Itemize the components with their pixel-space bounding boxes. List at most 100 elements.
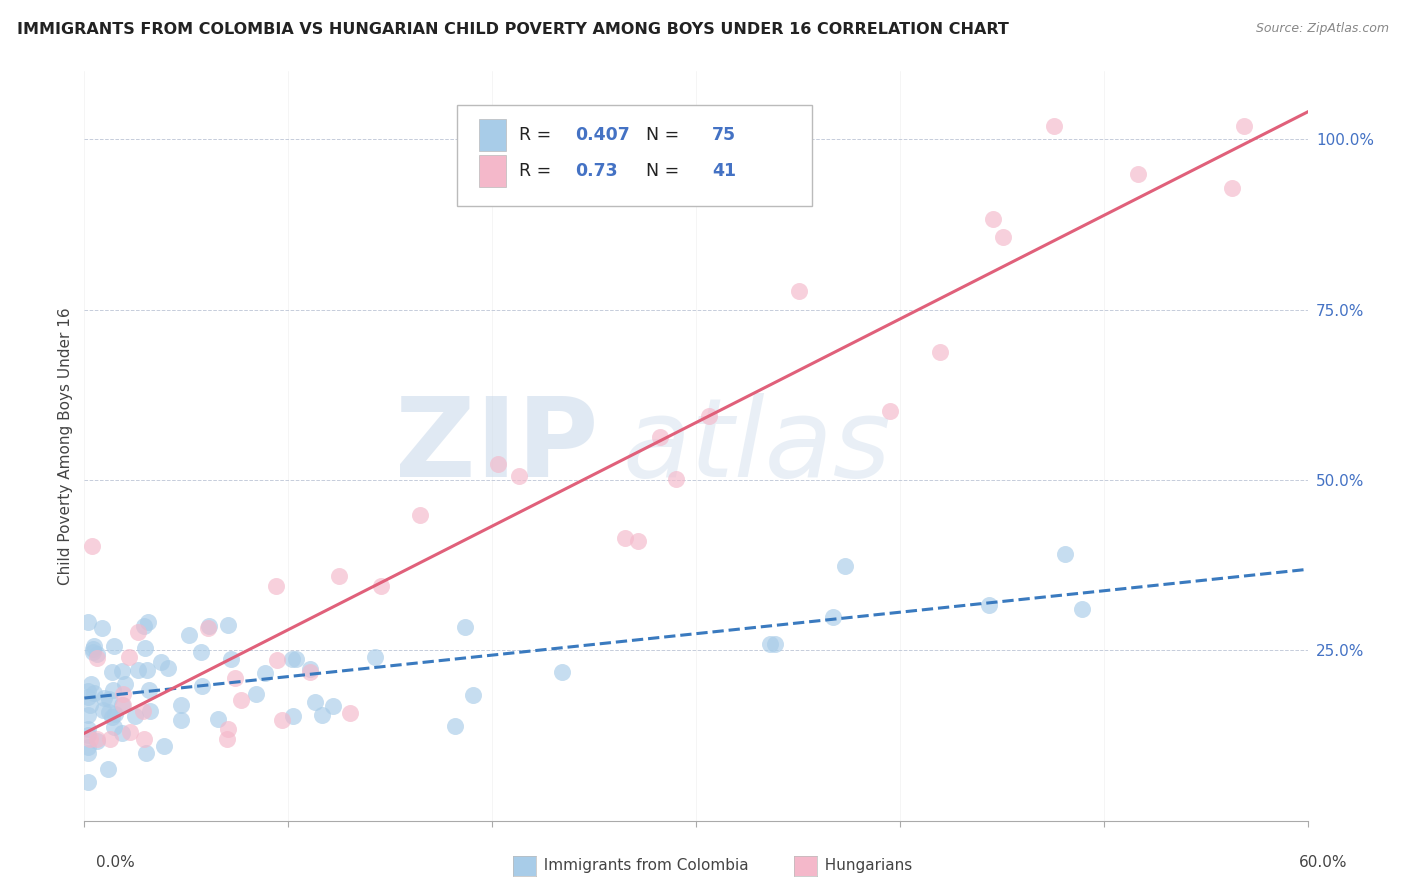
Point: [111, 725, 134, 739]
Point: [311, 707, 333, 722]
Point: [198, 619, 221, 633]
Y-axis label: Child Poverty Among Boys Under 16: Child Poverty Among Boys Under 16: [58, 307, 73, 585]
Point: [339, 706, 361, 720]
Text: Immigrants from Colombia: Immigrants from Colombia: [534, 858, 749, 872]
Point: [823, 610, 845, 624]
Text: R =: R =: [519, 162, 557, 180]
Point: [77, 747, 100, 761]
Point: [80, 677, 103, 691]
Point: [97, 692, 120, 706]
Point: [101, 683, 124, 698]
Text: 0.407: 0.407: [575, 126, 630, 144]
Point: [138, 615, 160, 629]
Text: ZIP: ZIP: [395, 392, 598, 500]
Point: [370, 579, 392, 593]
Point: [284, 652, 307, 666]
Point: [77, 775, 100, 789]
Point: [444, 719, 467, 733]
Point: [763, 637, 786, 651]
Point: [86, 651, 108, 665]
Point: [1071, 601, 1094, 615]
Point: [111, 664, 134, 678]
Point: [217, 731, 239, 746]
Point: [1222, 181, 1244, 195]
Point: [229, 693, 252, 707]
Point: [153, 739, 176, 753]
Point: [298, 665, 321, 680]
Point: [103, 639, 125, 653]
Point: [86, 733, 108, 747]
Point: [98, 705, 121, 719]
Point: [197, 621, 219, 635]
Point: [1054, 547, 1077, 561]
Point: [77, 684, 100, 698]
Point: [127, 624, 149, 639]
Point: [77, 728, 100, 742]
Point: [111, 698, 134, 712]
Point: [486, 457, 509, 471]
Point: [328, 568, 350, 582]
Point: [120, 725, 142, 739]
Point: [111, 698, 134, 713]
Point: [131, 704, 153, 718]
Text: 41: 41: [711, 162, 735, 180]
Point: [77, 722, 100, 736]
Point: [77, 690, 100, 704]
Text: 60.0%: 60.0%: [1299, 855, 1347, 870]
Point: [83, 639, 105, 653]
Point: [132, 618, 155, 632]
Text: Hungarians: Hungarians: [815, 858, 912, 872]
Point: [190, 645, 212, 659]
Point: [135, 663, 157, 677]
Point: [304, 695, 326, 709]
Text: N =: N =: [636, 162, 685, 180]
Point: [79, 731, 101, 746]
Text: atlas: atlas: [623, 392, 891, 500]
Point: [79, 698, 101, 712]
Text: Source: ZipAtlas.com: Source: ZipAtlas.com: [1256, 22, 1389, 36]
Point: [82, 641, 104, 656]
Point: [77, 739, 100, 754]
Bar: [479, 155, 506, 186]
Point: [132, 731, 155, 746]
Point: [103, 720, 125, 734]
Point: [977, 598, 1000, 612]
Point: [100, 665, 122, 679]
Point: [82, 645, 104, 659]
Point: [219, 651, 242, 665]
Point: [134, 640, 156, 655]
Point: [97, 762, 120, 776]
Point: [150, 655, 173, 669]
Text: N =: N =: [636, 126, 685, 144]
Text: 0.0%: 0.0%: [96, 855, 135, 870]
Text: 0.73: 0.73: [575, 162, 617, 180]
Point: [264, 578, 287, 592]
Point: [1043, 119, 1066, 133]
Point: [135, 746, 157, 760]
Point: [271, 713, 294, 727]
Point: [91, 703, 114, 717]
Point: [929, 345, 952, 359]
Point: [322, 698, 344, 713]
Point: [170, 698, 193, 713]
Point: [1126, 167, 1149, 181]
Point: [139, 704, 162, 718]
Point: [665, 472, 688, 486]
Point: [124, 709, 146, 723]
Point: [111, 687, 134, 701]
Point: [80, 539, 103, 553]
Text: 75: 75: [711, 126, 735, 144]
Point: [245, 687, 267, 701]
Point: [364, 650, 387, 665]
Point: [86, 731, 108, 746]
Point: [879, 404, 901, 418]
Point: [409, 508, 432, 523]
Point: [157, 661, 180, 675]
Point: [981, 211, 1004, 226]
Bar: [479, 120, 506, 151]
Point: [217, 618, 239, 632]
Point: [787, 284, 810, 298]
Point: [254, 666, 277, 681]
Point: [217, 723, 239, 737]
Point: [266, 653, 288, 667]
